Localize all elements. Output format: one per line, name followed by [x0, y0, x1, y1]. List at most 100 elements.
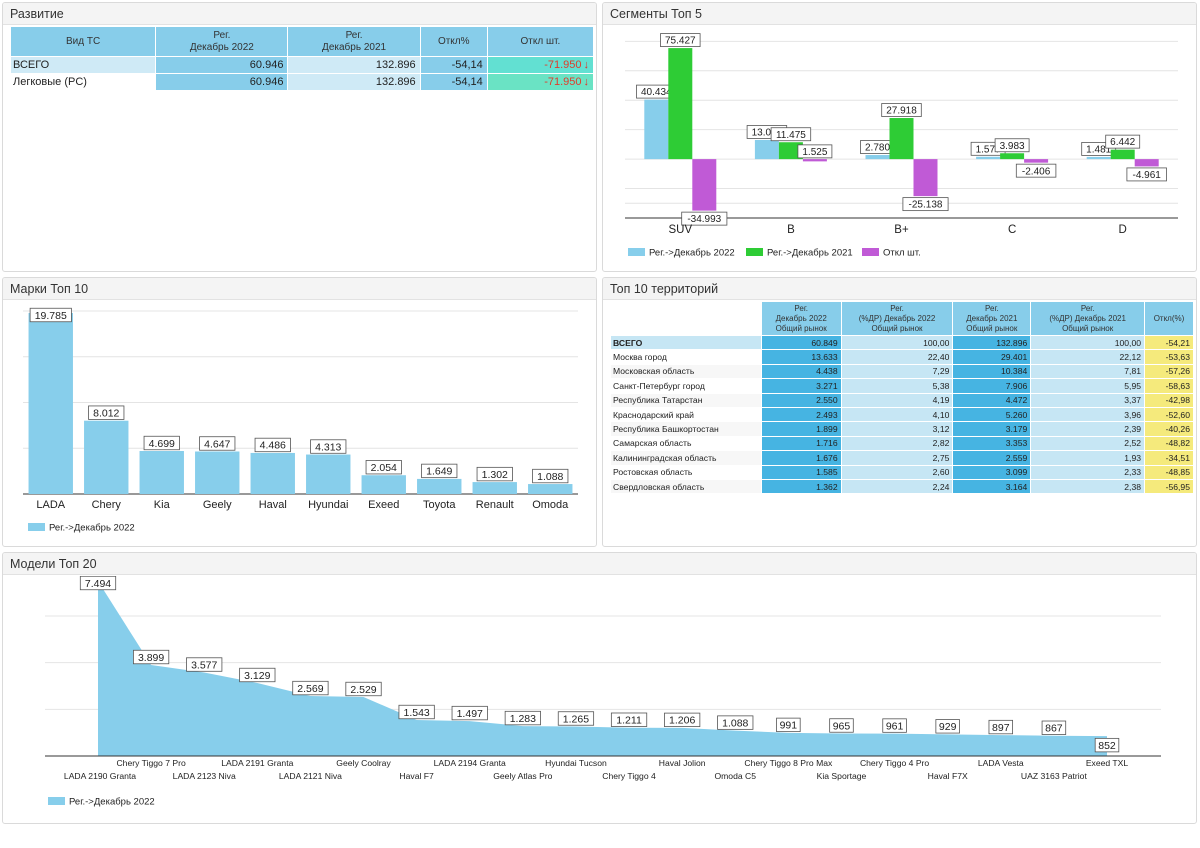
- model-tick-label: Kia Sportage: [817, 771, 867, 781]
- segment-data-label-box: [1126, 167, 1167, 182]
- razvitie-header-0[interactable]: Вид ТС: [9, 26, 157, 57]
- value-2022-text: 60.946: [249, 76, 284, 88]
- brand-tick-label: Haval: [259, 499, 287, 511]
- share-2021: 100,00: [1030, 334, 1146, 351]
- deviation-pct: -56,95: [1144, 478, 1194, 495]
- model-data-label: 1.265: [557, 711, 595, 726]
- territory-header-4[interactable]: Рег. (%ДР) Декабрь 2021 Общий рынок: [1030, 301, 1146, 336]
- deviation-pct: -48,82: [1144, 435, 1194, 452]
- territory-header-1[interactable]: Рег. Декабрь 2022 Общий рынок: [760, 301, 842, 336]
- segment-bar: [1086, 156, 1111, 160]
- territory-header-0[interactable]: [610, 301, 762, 336]
- deviation-pct: -54,14: [419, 56, 488, 74]
- arrow-down-icon: ↓: [583, 59, 590, 71]
- segments-legend-item-swatch: [628, 248, 645, 256]
- model-data-label-text: 897: [992, 722, 1010, 734]
- brand-data-label-box: [476, 466, 513, 482]
- model-data-label: 867: [1041, 720, 1067, 735]
- table-row: Санкт-Петербург город 3.271 5,38 7.906 5,95-…: [610, 378, 1194, 394]
- territory-name: Калининградская область: [610, 450, 762, 466]
- segment-data-label: 2.780: [860, 140, 895, 154]
- brand-tick-label: Omoda: [532, 499, 569, 511]
- territory-header-2[interactable]: Рег. (%ДР) Декабрь 2022 Общий рынок: [840, 301, 954, 336]
- territory-header-5[interactable]: Откл(%): [1144, 301, 1194, 336]
- brand-data-label-text: 19.785: [35, 310, 67, 322]
- razvitie-header-4[interactable]: Откл шт.: [486, 26, 595, 57]
- model-data-label-box: [345, 681, 382, 697]
- brand-tick-label: Renault: [476, 499, 514, 511]
- value-2021: 3.164: [952, 478, 1032, 495]
- model-data-label-box: [664, 712, 701, 728]
- share-2022: 2,24: [840, 478, 954, 495]
- model-data-label-text: 1.088: [722, 717, 748, 729]
- model-data-label: 7.494: [79, 576, 117, 591]
- model-data-label-box: [186, 657, 223, 672]
- value-2021: 4.472: [952, 392, 1032, 408]
- brand-tick-label: Chery: [92, 499, 122, 511]
- brand-data-label: 2.054: [365, 460, 402, 475]
- territory-name: Свердловская область: [610, 478, 762, 495]
- brand-data-label: 4.486: [254, 437, 291, 453]
- value-2021-text: 132.896: [375, 76, 416, 88]
- table-row: Самарская область 1.716 2,82 3.353 2,52 -48,8…: [610, 435, 1194, 452]
- share-2021: 2,52: [1030, 435, 1146, 452]
- segment-tick-label: SUV: [668, 224, 692, 236]
- model-data-label-box: [935, 719, 960, 734]
- brand-data-label: 4.699: [143, 435, 180, 451]
- model-data-label-text: 2.529: [350, 684, 376, 696]
- value-2022: 3.271: [760, 378, 842, 394]
- value-2021: 5.260: [952, 406, 1032, 423]
- share-2021: 3,37: [1030, 392, 1146, 408]
- brands-legend-item-swatch: [28, 523, 45, 531]
- value-2021: 29.401: [952, 349, 1032, 365]
- segment-bar: [913, 159, 938, 197]
- territory-name: Республика Татарстан: [610, 392, 762, 408]
- territory-header-3[interactable]: Рег. Декабрь 2021 Общий рынок: [952, 301, 1032, 336]
- model-data-label-box: [776, 717, 801, 733]
- segment-data-label-text: -2.406: [1022, 166, 1051, 177]
- models-area: [98, 581, 1107, 756]
- model-data-label-box: [133, 649, 170, 665]
- models-chart: 7.494 3.899 3.577 3.129 2.569 2.529 1.543 1.497…: [45, 576, 1161, 808]
- territories-panel: Топ 10 территорий Рег. Декабрь 2022 Общий …: [602, 277, 1197, 547]
- brand-data-label-text: 4.486: [260, 440, 286, 452]
- value-2021: 132.896: [952, 334, 1032, 351]
- segments-panel: Сегменты Топ 5 40.434 75.427 -34.993 SUV 13.…: [602, 2, 1197, 272]
- model-data-label-text: 1.211: [616, 715, 642, 727]
- value-2021: 132.896: [287, 56, 421, 74]
- brand-bar: [472, 482, 517, 494]
- razvitie-title: Развитие: [3, 3, 596, 25]
- territory-name: Москва город: [610, 349, 762, 365]
- brand-bar: [361, 475, 406, 494]
- segment-data-label-text: 1.577: [976, 144, 1001, 155]
- brand-data-label-text: 8.012: [93, 407, 119, 419]
- razvitie-header-2[interactable]: Рег. Декабрь 2021: [287, 26, 421, 57]
- brand-data-label: 1.649: [421, 463, 458, 479]
- segment-bar: [865, 155, 890, 160]
- segment-data-label-text: 27.918: [886, 106, 917, 117]
- model-data-label-box: [557, 711, 595, 726]
- segment-data-label-box: [770, 127, 812, 142]
- segment-data-label: -25.138: [902, 197, 949, 212]
- brands-panel: Марки Топ 10 19.785 LADA 8.012 Chery 4.699 Ki…: [2, 277, 597, 547]
- segment-data-label-text: 3.983: [1000, 141, 1025, 152]
- model-data-label: 1.088: [717, 715, 754, 730]
- segments-legend-item: Рег.->Декабрь 2021: [746, 248, 853, 259]
- brand-bar: [528, 484, 573, 494]
- razvitie-header-1[interactable]: Рег. Декабрь 2022: [155, 26, 289, 57]
- razvitie-header-3[interactable]: Откл%: [419, 26, 488, 57]
- deviation-pct: -52,60: [1144, 406, 1194, 423]
- share-2022: 3,12: [840, 421, 954, 437]
- share-2021: 5,95: [1030, 378, 1146, 394]
- table-row: Калининградская область 1.676 2,75 2.559 1,9…: [610, 450, 1194, 466]
- segments-legend-item: Рег.->Декабрь 2022: [628, 248, 735, 259]
- deviation-pct-text: -54,14: [451, 59, 483, 71]
- share-2021: 1,93: [1030, 450, 1146, 466]
- segments-title: Сегменты Топ 5: [603, 3, 1196, 25]
- model-tick-label: Chery Tiggo 4 Pro: [860, 758, 929, 768]
- table-row: Республика Башкортостан 1.899 3,12 3.179 2,3…: [610, 421, 1194, 437]
- model-data-label: 1.543: [398, 704, 435, 720]
- model-data-label-text: 991: [780, 720, 798, 732]
- brand-tick-label: Hyundai: [308, 499, 348, 511]
- table-row: Республика Татарстан 2.550 4,19 4.472 3,37 -4…: [610, 392, 1194, 408]
